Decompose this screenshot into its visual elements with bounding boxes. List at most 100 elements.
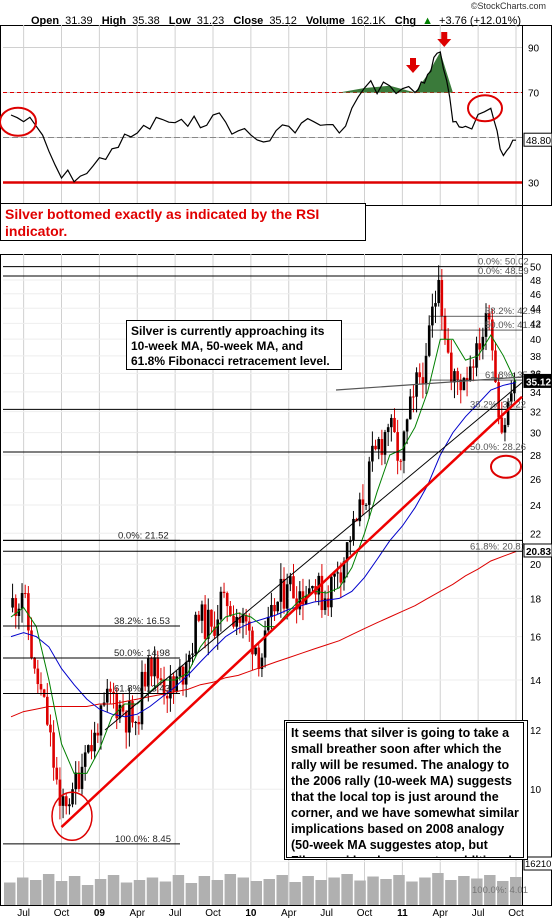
- volume-bar: [276, 875, 288, 905]
- price-candle: [289, 576, 292, 585]
- fib-2011-label: 0.0%: 50.02: [478, 257, 529, 268]
- price-candle: [399, 460, 403, 462]
- price-candle: [74, 772, 78, 790]
- volume-bar: [159, 881, 172, 905]
- price-candle: [270, 604, 273, 617]
- x-tick-label: Oct: [205, 908, 221, 919]
- rsi-current-tag: [523, 132, 552, 147]
- price-circle-2011: [490, 454, 522, 479]
- price-candle: [112, 691, 115, 694]
- volume-bar: [29, 880, 42, 905]
- price-candle: [105, 688, 109, 703]
- x-tick-label: Jul: [320, 908, 333, 919]
- price-candle: [191, 653, 194, 655]
- price-candle: [115, 693, 119, 719]
- volume-bar: [380, 879, 392, 905]
- price-candle: [36, 668, 40, 685]
- price-candle: [393, 417, 396, 433]
- triangle-up-icon: ▲: [422, 15, 434, 27]
- fib-2008-label: 38.2%: 16.53: [114, 616, 170, 627]
- rsi-frame: [0, 25, 552, 206]
- price-candle: [184, 661, 188, 685]
- volume-bar: [328, 877, 340, 905]
- close-label: Close: [233, 15, 264, 27]
- x-tick-label: Apr: [281, 908, 297, 919]
- price-tick-label: 16: [530, 633, 542, 644]
- x-tick-label: Jul: [17, 908, 30, 919]
- price-candle: [45, 696, 49, 725]
- brand-label: ©StockCharts.com: [470, 1, 546, 11]
- price-candle: [83, 752, 87, 767]
- price-tag-value: 20.83: [526, 547, 551, 558]
- price-candle: [194, 614, 197, 654]
- price-candle: [238, 616, 242, 623]
- price-candle: [446, 339, 450, 353]
- price-candle: [156, 657, 160, 679]
- price-candle: [437, 279, 440, 304]
- x-tick-label: Jul: [472, 908, 485, 919]
- price-candle: [90, 745, 93, 752]
- price-tick-label: 50: [530, 263, 542, 274]
- price-candle: [203, 604, 207, 639]
- price-candle: [323, 598, 327, 611]
- price-tick-label: 32: [530, 408, 542, 419]
- price-candle: [330, 576, 333, 608]
- volume-bar: [120, 882, 133, 905]
- price-candle: [254, 647, 257, 655]
- price-tick-label: 10: [530, 785, 542, 796]
- price-candle: [241, 615, 245, 623]
- price-candle: [276, 601, 280, 612]
- price-candle: [175, 676, 179, 692]
- rsi-tick-label: 30: [528, 179, 540, 190]
- rsi-panel: [0, 32, 522, 184]
- price-candle: [503, 424, 507, 433]
- volume-bar: [107, 875, 120, 905]
- price-candle: [128, 701, 131, 733]
- price-candle: [380, 439, 384, 455]
- price-candle: [307, 588, 311, 596]
- price-candle: [260, 657, 264, 670]
- price-candle: [124, 711, 128, 733]
- volume-bar: [81, 885, 94, 905]
- price-candle: [232, 615, 235, 627]
- price-candle: [80, 766, 84, 789]
- price-candle: [93, 732, 96, 752]
- price-candle: [320, 575, 324, 611]
- volume-bar: [146, 877, 159, 905]
- volume-bar: [185, 883, 198, 905]
- volume-bar: [289, 882, 301, 905]
- price-candle: [459, 379, 463, 391]
- rsi-tick-label: 70: [528, 89, 540, 100]
- volume-value: 162.1K: [350, 15, 386, 27]
- fib-2008-label: 0.0%: 21.52: [118, 530, 169, 541]
- price-candle: [188, 654, 191, 662]
- price-candle: [456, 371, 459, 380]
- volume-bar: [510, 877, 522, 905]
- price-candle: [273, 604, 276, 612]
- price-candle: [484, 312, 488, 337]
- price-candle: [367, 461, 371, 505]
- price-candle: [162, 679, 166, 696]
- fib-2011-label: 50.0%: 41.14: [485, 320, 541, 331]
- price-candle: [374, 445, 377, 450]
- price-candle: [500, 417, 504, 433]
- price-candle: [68, 804, 71, 807]
- volume-bar: [341, 874, 353, 905]
- x-tick-label: Jul: [169, 908, 182, 919]
- price-candle: [197, 614, 201, 621]
- price-candle: [109, 688, 112, 692]
- price-candle: [251, 630, 254, 655]
- fib-2008-label: 61.8%: 13.43: [114, 683, 170, 694]
- price-candle: [292, 576, 295, 599]
- price-candle: [61, 796, 65, 806]
- rsi-line: [10, 51, 516, 183]
- down-arrow-icon: [437, 32, 452, 47]
- price-candle: [311, 586, 314, 589]
- fib-2011-label: 38.2%: 32.22: [470, 399, 526, 410]
- price-candle: [49, 724, 52, 733]
- x-tick-label: 11: [397, 908, 408, 919]
- price-tick-label: 20: [530, 560, 542, 571]
- price-candle: [27, 593, 30, 631]
- price-candle: [497, 382, 500, 418]
- volume-bar: [315, 880, 327, 905]
